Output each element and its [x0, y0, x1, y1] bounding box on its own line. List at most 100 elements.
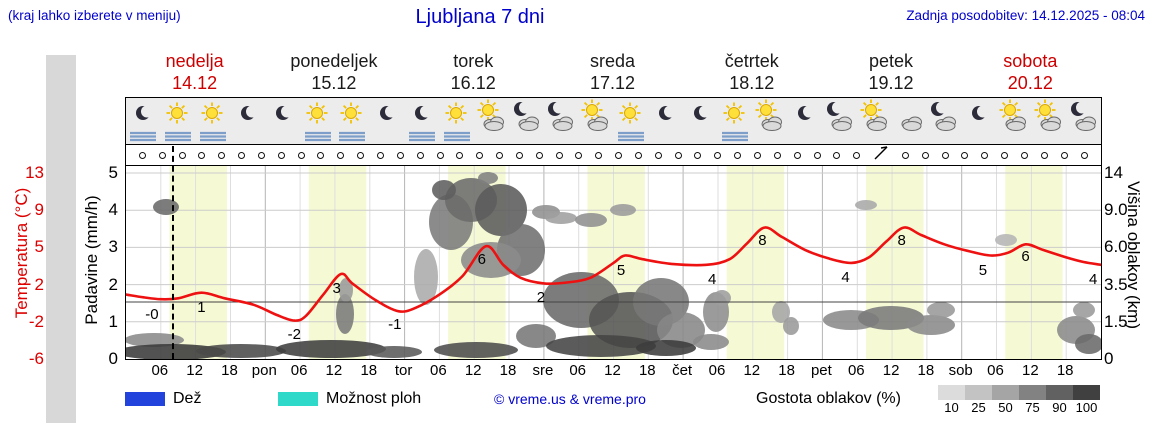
- moon-fog-icon: [126, 98, 161, 144]
- left-axis-strip: [46, 55, 76, 423]
- wind-row: [126, 145, 1101, 166]
- temp-ticks--6: -6: [28, 349, 44, 368]
- x-axis-labels: 06 12 18 pon 06 12 18 tor 06 12 18 sre 06 12 18 čet 06 12…: [125, 362, 1100, 380]
- x-tick-label: 18: [778, 362, 795, 379]
- cloud-shape: [713, 290, 731, 306]
- day-header-nedelja: nedelja 14.12: [125, 50, 264, 94]
- cloud-shape: [153, 199, 179, 215]
- rain-legend-label: Dež: [173, 390, 202, 407]
- precip-ticks-0: 0: [108, 349, 118, 368]
- density-box: [1046, 385, 1073, 400]
- x-tick-label: 06: [847, 362, 865, 379]
- temperature-value-label: 4: [708, 270, 717, 288]
- x-tick-label: 06: [290, 362, 308, 379]
- density-value: 25: [971, 400, 986, 415]
- sun-cloud-icon: [474, 98, 509, 144]
- calm-wind-icon: [1060, 151, 1068, 159]
- daylight-band: [169, 166, 227, 359]
- cloud-density-scale: 10 25 50 75 90 100: [938, 385, 1100, 415]
- calm-wind-icon: [1080, 151, 1088, 159]
- density-box: [938, 385, 965, 400]
- cloud-density-boxes: [938, 385, 1100, 400]
- calm-wind-icon: [634, 151, 642, 159]
- precip-ticks-3: 3: [108, 237, 118, 257]
- density-value: 100: [1075, 400, 1098, 415]
- cloud-shape: [546, 335, 656, 357]
- temp-ticks-5: 5: [34, 237, 44, 257]
- day-date: 14.12: [172, 73, 218, 93]
- day-date: 15.12: [311, 73, 357, 93]
- showers-legend-swatch: [278, 392, 318, 406]
- rain-legend-swatch: [125, 392, 165, 406]
- density-value: 90: [1052, 400, 1067, 415]
- cloud-ticks-9.0: 9.0: [1104, 200, 1128, 220]
- cloud-shape: [657, 312, 705, 348]
- day-name: sreda: [589, 51, 635, 71]
- x-tick-label: 06: [430, 362, 447, 379]
- cloud-shape: [927, 302, 955, 318]
- cloud-shape: [1075, 334, 1101, 354]
- density-box: [1019, 385, 1046, 400]
- calm-wind-icon: [158, 151, 166, 159]
- x-tick-label: 12: [604, 362, 621, 379]
- day-date: 19.12: [868, 73, 914, 93]
- day-header-sreda: sreda 17.12: [543, 50, 682, 94]
- menu-hint: (kraj lahko izberete v meniju): [8, 8, 181, 23]
- cloud-icon: [892, 98, 927, 144]
- calm-wind-icon: [853, 151, 861, 159]
- calm-wind-icon: [515, 151, 523, 159]
- copyright-link[interactable]: © vreme.us & vreme.pro: [494, 391, 646, 407]
- moon-cloud-icon: [927, 98, 962, 144]
- calm-wind-icon: [575, 151, 583, 159]
- cloud-height-axis-label: Višina oblakov (km): [1124, 180, 1143, 330]
- density-value: 50: [998, 400, 1013, 415]
- x-tick-label: sre: [532, 362, 554, 379]
- temperature-value-label: -2: [287, 325, 301, 343]
- calm-wind-icon: [654, 151, 662, 159]
- sun-cloud-icon: [857, 98, 892, 144]
- cloud-height-axis-ticks: 14 9.0 6.0 3.5 1.5 0: [1104, 0, 1148, 443]
- calm-wind-icon: [198, 151, 206, 159]
- sun-fog-icon: [161, 98, 196, 144]
- temperature-value-label: -0: [145, 306, 159, 324]
- calm-wind-icon: [961, 151, 969, 159]
- cloud-ticks-1.5: 1.5: [1104, 311, 1128, 331]
- cloud-shape: [636, 340, 696, 356]
- calm-wind-icon: [396, 151, 404, 159]
- moon-cloud-icon: [823, 98, 858, 144]
- x-tick-label: čet: [672, 362, 693, 379]
- sun-cloud-icon: [1032, 98, 1067, 144]
- cloud-shape: [414, 249, 438, 305]
- cloud-shape: [196, 344, 286, 358]
- cloud-shape: [276, 340, 386, 358]
- day-date: 20.12: [1007, 73, 1053, 93]
- day-date: 18.12: [729, 73, 775, 93]
- calm-wind-icon: [555, 151, 563, 159]
- day-name: sobota: [1003, 51, 1058, 71]
- calm-wind-icon: [238, 151, 246, 159]
- temperature-value-label: 5: [616, 261, 626, 279]
- cloud-shape: [126, 344, 226, 359]
- x-tick-label: 12: [1022, 362, 1039, 379]
- sun-fog-icon: [439, 98, 474, 144]
- x-tick-label: 06: [708, 362, 726, 379]
- x-tick-label: 12: [325, 362, 343, 379]
- x-tick-label: 06: [987, 362, 1004, 379]
- x-tick-label: sob: [948, 362, 973, 379]
- temperature-value-label: 6: [1021, 248, 1030, 266]
- x-tick-label: pet: [810, 362, 832, 379]
- calm-wind-icon: [357, 151, 365, 159]
- temp-ticks-9: 9: [34, 200, 44, 220]
- calm-wind-icon: [257, 151, 265, 159]
- temperature-value-label: 6: [477, 251, 486, 269]
- calm-wind-icon: [476, 151, 484, 159]
- cloud-shape: [126, 333, 184, 347]
- calm-wind-icon: [813, 151, 821, 159]
- showers-legend-label: Možnost ploh: [326, 390, 422, 407]
- moon-fog-icon: [405, 98, 440, 144]
- day-header-torek: torek 16.12: [404, 50, 543, 94]
- moon-icon: [683, 98, 718, 144]
- moon-cloud-icon: [544, 98, 579, 144]
- weather-icon-strip: [126, 98, 1101, 145]
- sun-cloud-icon: [753, 98, 788, 144]
